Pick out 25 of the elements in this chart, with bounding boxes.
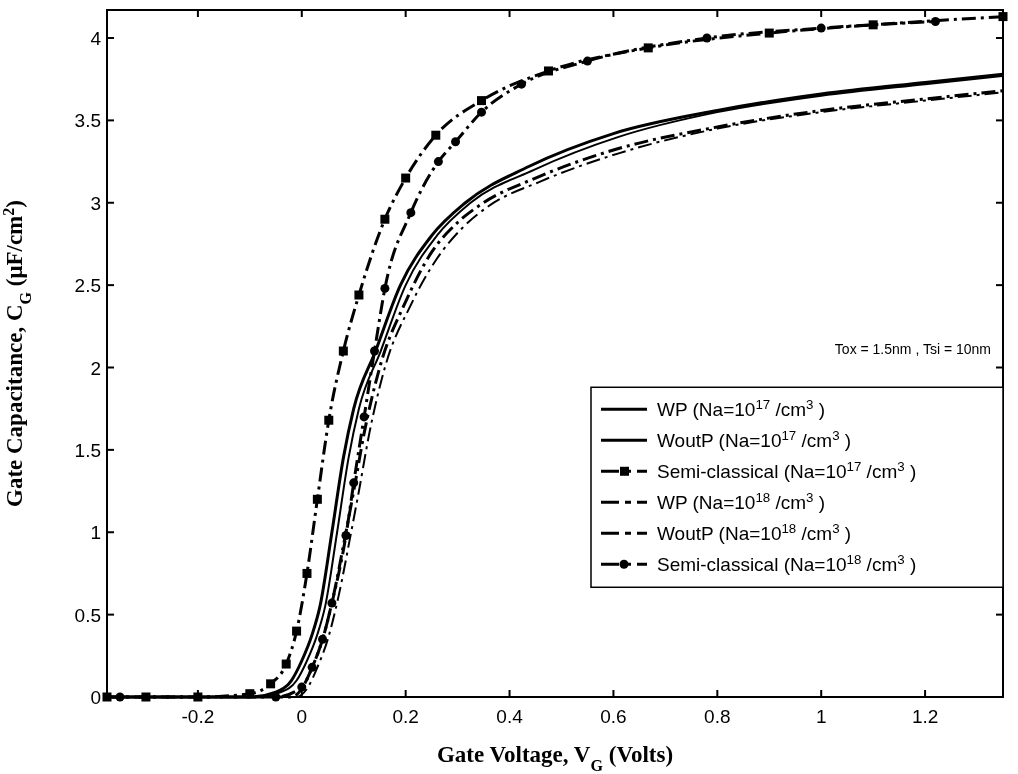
y-tick-label: 4 [90,28,102,50]
x-tick-label: 1 [815,706,827,727]
y-tick-label: 2.5 [74,275,101,297]
x-tick-label: 0.6 [600,706,627,727]
legend-label: WP (Na=10$^{18}$ /cm$^{3}$ ) [657,489,826,514]
x-tick-label: 1.2 [911,706,939,727]
legend-label: WP (Na=10$^{17}$ /cm$^{3}$ ) [657,396,826,421]
legend-label: Semi-classical (Na=10$^{17}$ /cm$^{3}$ ) [657,458,917,483]
legend-label: WoutP (Na=10$^{18}$ /cm$^{3}$ ) [657,520,852,545]
y-tick-label: 2 [90,357,101,379]
legend-label: Semi-classical (Na=10$^{18}$ /cm$^{3}$ ) [657,551,917,576]
y-tick-label: 3.5 [74,110,101,132]
y-tick-label: 1.5 [74,439,101,461]
legend-label: WoutP (Na=10$^{17}$ /cm$^{3}$ ) [657,427,852,452]
x-axis-title: Gate Voltage, V$_{G}$ (Volts) [436,742,674,774]
y-tick-label: 0.5 [74,604,101,626]
x-tick-label: 0.4 [496,706,524,727]
y-tick-label: 0 [90,687,101,708]
x-tick-label: -0.2 [181,706,215,727]
x-tick-label: 0.2 [392,706,419,727]
y-tick-label: 1 [90,522,101,544]
annotation: Tox = 1.5nm , Tsi = 10nm [834,341,991,358]
x-tick-label: 0 [296,706,308,727]
x-tick-label: 0.8 [704,706,731,727]
y-tick-label: 3 [90,192,101,214]
